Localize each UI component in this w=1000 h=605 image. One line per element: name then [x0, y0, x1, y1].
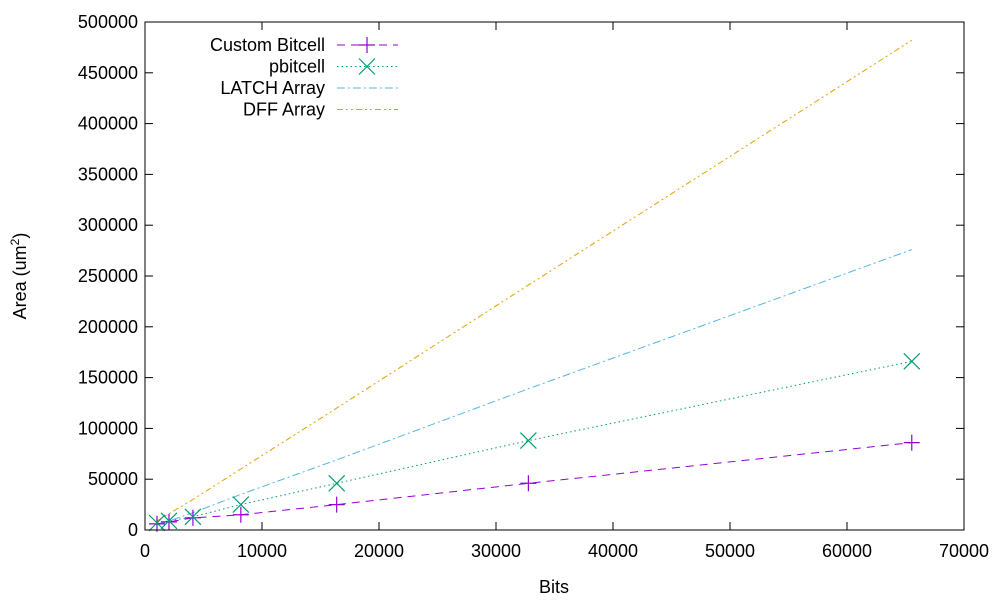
y-tick-label: 200000 — [78, 317, 138, 337]
x-tick-label: 70000 — [939, 541, 989, 561]
legend-label-latch-array: LATCH Array — [220, 78, 325, 98]
data-point-pbitcell — [519, 432, 537, 450]
data-point-custom-bitcell — [160, 513, 177, 530]
x-tick-label: 20000 — [354, 541, 404, 561]
x-tick-label: 30000 — [471, 541, 521, 561]
y-tick-label: 350000 — [78, 164, 138, 184]
legend-marker-pbitcell — [358, 58, 376, 75]
series-markers — [148, 352, 921, 532]
series-line-dff-array — [156, 39, 913, 522]
x-tick-label: 10000 — [237, 541, 287, 561]
y-tick-label: 150000 — [78, 368, 138, 388]
y-tick-label: 300000 — [78, 215, 138, 235]
y-axis-label-main: Area (um — [10, 245, 30, 319]
data-point-custom-bitcell — [520, 475, 537, 492]
legend-label-pbitcell: pbitcell — [269, 57, 325, 77]
y-tick-label: 500000 — [78, 12, 138, 32]
y-axis-label-suffix: ) — [10, 233, 30, 239]
data-point-pbitcell — [903, 352, 921, 370]
y-axis-label-superscript: 2 — [8, 238, 22, 245]
data-point-pbitcell — [184, 508, 202, 526]
data-point-custom-bitcell — [328, 496, 345, 513]
y-tick-label: 0 — [128, 520, 138, 540]
data-point-pbitcell — [160, 512, 178, 530]
legend-marker-custom-bitcell — [359, 37, 375, 53]
x-axis-ticks: 0 10000 20000 30000 40000 50000 60000 70000 — [140, 22, 989, 561]
y-axis-ticks: 0 50000 100000 150000 200000 250000 300000 3500… — [78, 12, 964, 540]
data-point-pbitcell — [328, 474, 346, 492]
legend-label-custom-bitcell: Custom Bitcell — [210, 35, 325, 55]
x-tick-label: 50000 — [705, 541, 755, 561]
data-point-custom-bitcell — [903, 434, 920, 451]
legend-label-dff-array: DFF Array — [243, 100, 325, 120]
x-tick-label: 60000 — [822, 541, 872, 561]
y-axis-label: Area (um2) — [8, 233, 30, 320]
y-tick-label: 450000 — [78, 63, 138, 83]
x-tick-label: 40000 — [588, 541, 638, 561]
data-point-custom-bitcell — [148, 515, 165, 532]
x-axis-label: Bits — [539, 577, 569, 597]
data-point-pbitcell — [232, 496, 250, 514]
y-tick-label: 400000 — [78, 114, 138, 134]
y-tick-label: 100000 — [78, 418, 138, 438]
y-tick-label: 250000 — [78, 266, 138, 286]
x-tick-label: 0 — [140, 541, 150, 561]
y-tick-label: 50000 — [88, 469, 138, 489]
data-point-custom-bitcell — [232, 506, 249, 523]
data-point-custom-bitcell — [184, 509, 201, 526]
